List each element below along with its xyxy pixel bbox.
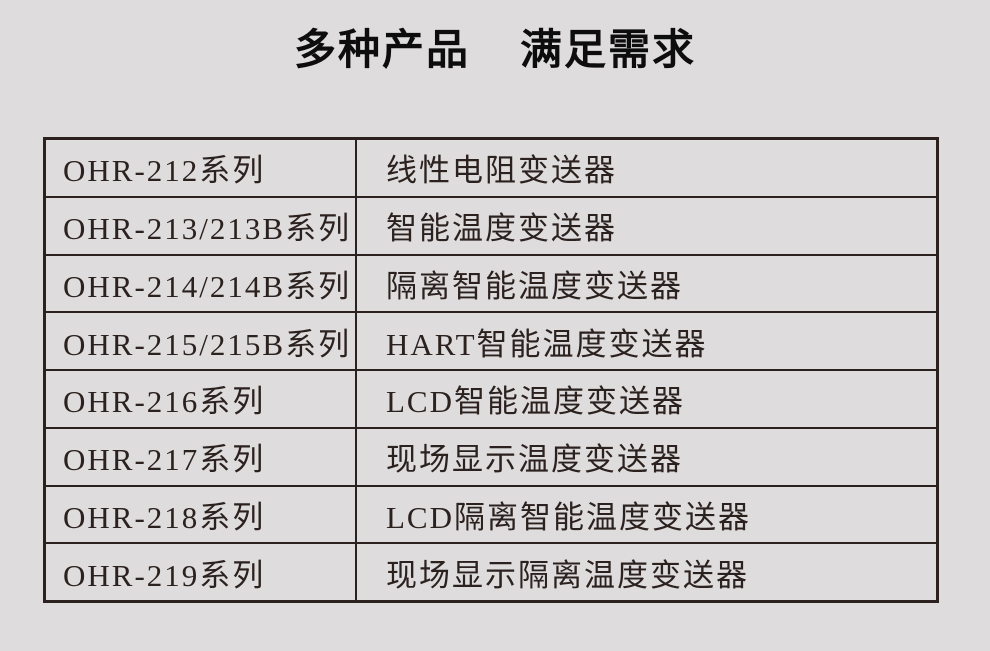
table-row: OHR-219系列 现场显示隔离温度变送器 [46,544,936,600]
table-row: OHR-216系列 LCD智能温度变送器 [46,371,936,429]
product-cell: LCD智能温度变送器 [386,384,685,420]
table-row: OHR-217系列 现场显示温度变送器 [46,428,936,487]
product-cell: 现场显示温度变送器 [386,442,683,478]
series-cell: OHR-215/215B系列 [46,313,357,369]
product-table: OHR-212系列 线性电阻变送器 OHR-213/213B系列 智能温度变送器… [43,137,939,603]
series-cell: OHR-214/214B系列 [46,255,357,312]
product-cell: 现场显示隔离温度变送器 [386,557,749,593]
table-row: OHR-213/213B系列 智能温度变送器 [46,197,936,256]
table-row: OHR-214/214B系列 隔离智能温度变送器 [46,255,936,314]
table-row: OHR-212系列 线性电阻变送器 [46,140,936,198]
product-cell: HART智能温度变送器 [386,326,708,362]
page-title-part2: 满足需求 [520,26,697,73]
product-cell: 隔离智能温度变送器 [386,268,683,304]
page-title-part1: 多种产品 [293,26,470,73]
series-cell: OHR-219系列 [46,544,357,600]
series-cell: OHR-218系列 [46,486,357,543]
page-title: 多种产品 满足需求 [0,26,990,74]
product-cell: 线性电阻变送器 [386,153,617,189]
table-row: OHR-215/215B系列 HART智能温度变送器 [46,313,936,371]
series-cell: OHR-213/213B系列 [46,197,357,254]
series-cell: OHR-212系列 [46,140,357,196]
series-cell: OHR-217系列 [46,428,357,485]
series-cell: OHR-216系列 [46,371,357,427]
product-cell: LCD隔离智能温度变送器 [386,499,751,535]
product-cell: 智能温度变送器 [386,211,617,247]
table-row: OHR-218系列 LCD隔离智能温度变送器 [46,486,936,545]
